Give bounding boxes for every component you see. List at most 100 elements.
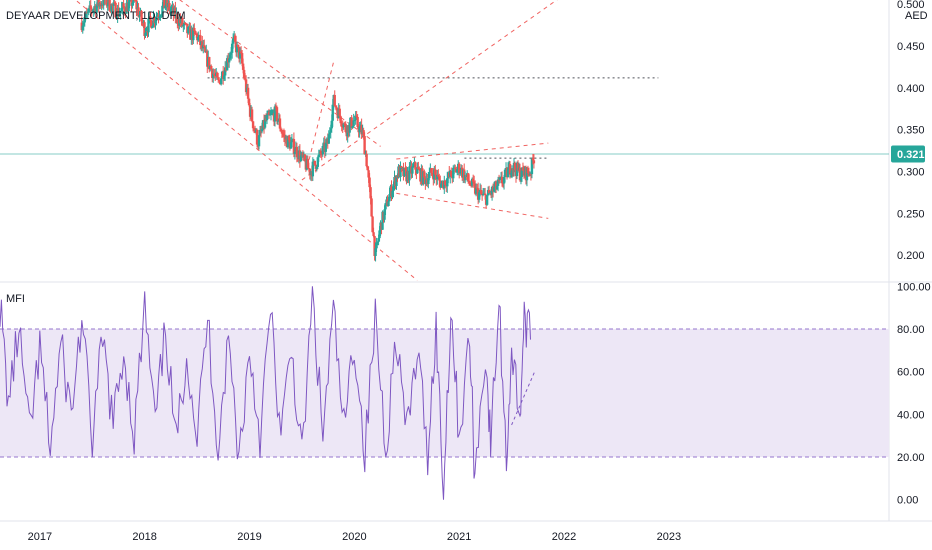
candle-body[interactable] [492, 187, 496, 192]
candle-body[interactable] [82, 22, 85, 26]
candle-body[interactable] [106, 5, 109, 7]
candle-body[interactable] [242, 69, 246, 79]
candle-body[interactable] [223, 67, 227, 76]
candle-body[interactable] [273, 106, 277, 122]
candle-body[interactable] [187, 26, 190, 34]
candle-body[interactable] [193, 27, 196, 31]
candle-body[interactable] [122, 3, 125, 8]
candle-body[interactable] [154, 20, 157, 24]
candle-body[interactable] [225, 58, 229, 71]
candle-body[interactable] [210, 65, 213, 70]
candle-body[interactable] [391, 190, 394, 197]
candle-body[interactable] [363, 136, 366, 155]
candle-body[interactable] [168, 3, 171, 12]
candle-body[interactable] [328, 132, 331, 135]
candle-body[interactable] [216, 72, 219, 78]
candle-body[interactable] [199, 35, 202, 46]
trend-line[interactable] [40, 0, 418, 281]
candle-body[interactable] [105, 0, 108, 6]
candle-body[interactable] [356, 116, 359, 127]
candle-body[interactable] [358, 126, 361, 133]
candle-body[interactable] [176, 13, 179, 24]
candle-body[interactable] [135, 0, 138, 10]
candle-body[interactable] [477, 192, 481, 200]
time-axis[interactable]: 2017 2018 2019 2020 2021 2022 2023 [28, 531, 681, 543]
trend-line[interactable] [306, 62, 334, 168]
candle-body[interactable] [212, 73, 215, 79]
candle-body[interactable] [204, 47, 207, 53]
candle-body[interactable] [392, 184, 395, 191]
candle-body[interactable] [331, 104, 334, 121]
candle-body[interactable] [475, 187, 479, 189]
candle-body[interactable] [471, 178, 475, 182]
candle-body[interactable] [85, 12, 88, 14]
candle-body[interactable] [501, 183, 505, 185]
candle-body[interactable] [355, 115, 358, 117]
candle-body[interactable] [384, 203, 387, 210]
candle-body[interactable] [365, 153, 368, 167]
candle-body[interactable] [378, 230, 381, 239]
candle-body[interactable] [366, 166, 369, 171]
candle-body[interactable] [319, 150, 322, 154]
candle-body[interactable] [286, 136, 290, 148]
candle-body[interactable] [381, 211, 384, 230]
candle-body[interactable] [400, 166, 403, 169]
candle-body[interactable] [513, 162, 517, 170]
candle-body[interactable] [144, 32, 147, 36]
candle-body[interactable] [110, 4, 113, 12]
candle-body[interactable] [235, 44, 239, 53]
candle-body[interactable] [404, 167, 407, 170]
candle-body[interactable] [217, 77, 220, 80]
candle-body[interactable] [229, 52, 233, 55]
candle-body[interactable] [498, 177, 502, 180]
candle-body[interactable] [281, 133, 285, 135]
candle-body[interactable] [260, 129, 264, 132]
candle-body[interactable] [268, 114, 272, 116]
candle-body[interactable] [90, 9, 93, 12]
mfi-line[interactable] [0, 286, 531, 500]
candle-body[interactable] [151, 25, 154, 29]
candle-body[interactable] [510, 168, 514, 174]
candle-body[interactable] [87, 8, 90, 12]
candle-body[interactable] [506, 168, 510, 178]
candle-body[interactable] [313, 160, 317, 165]
candle-body[interactable] [339, 116, 342, 124]
candle-body[interactable] [140, 11, 143, 22]
candle-body[interactable] [255, 129, 259, 145]
candle-body[interactable] [211, 69, 214, 79]
candle-body[interactable] [89, 5, 92, 10]
candle-body[interactable] [265, 115, 269, 121]
candle-body[interactable] [287, 136, 291, 140]
candle-body[interactable] [372, 232, 375, 237]
candle-body[interactable] [131, 2, 134, 6]
candle-body[interactable] [496, 179, 500, 186]
candle-body[interactable] [334, 105, 337, 108]
candle-body[interactable] [274, 106, 278, 108]
candle-body[interactable] [194, 30, 197, 34]
candle-body[interactable] [411, 166, 414, 174]
candle-body[interactable] [108, 0, 111, 11]
candle-body[interactable] [251, 121, 255, 129]
candle-body[interactable] [240, 53, 244, 64]
candle-body[interactable] [508, 164, 512, 175]
candle-body[interactable] [307, 168, 311, 170]
candle-body[interactable] [327, 134, 330, 144]
candle-body[interactable] [137, 7, 140, 17]
trend-line[interactable] [134, 0, 381, 147]
candle-body[interactable] [228, 54, 232, 59]
mfi-axis[interactable]: 100.00 80.00 60.00 40.00 20.00 0.00 [897, 281, 931, 506]
candle-body[interactable] [197, 36, 200, 41]
candle-body[interactable] [434, 169, 437, 175]
candle-body[interactable] [516, 162, 520, 171]
candle-body[interactable] [446, 178, 449, 187]
candle-body[interactable] [203, 45, 206, 48]
candle-body[interactable] [376, 241, 379, 243]
candle-body[interactable] [317, 154, 321, 158]
candle-body[interactable] [525, 167, 529, 181]
candle-body[interactable] [362, 130, 365, 137]
candle-body[interactable] [360, 125, 363, 135]
candle-body[interactable] [430, 168, 433, 173]
candle-body[interactable] [464, 174, 467, 181]
candlestick-series[interactable] [80, 0, 536, 262]
candle-body[interactable] [353, 119, 356, 121]
